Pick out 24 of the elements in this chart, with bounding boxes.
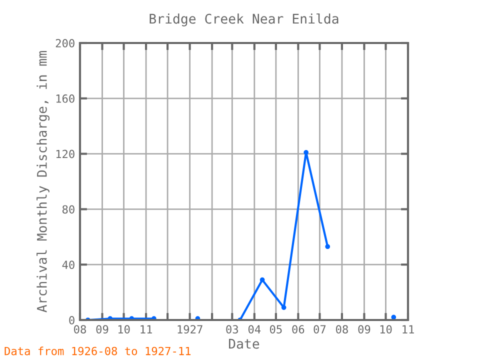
y-axis-title: Archival Monthly Discharge, in mm <box>36 51 50 312</box>
x-tick-label: 08 <box>74 325 86 334</box>
x-tick-label: 08 <box>336 325 348 334</box>
x-tick-label: 07 <box>314 325 326 334</box>
y-tick-label: 200 <box>56 39 74 48</box>
x-tick-label: 10 <box>118 325 130 334</box>
x-tick-label: 04 <box>248 325 261 334</box>
text: Data from 1926-08 to 1927-11 <box>4 346 191 356</box>
x-tick-label: 09 <box>358 325 370 334</box>
x-tick-label: 05 <box>270 325 282 334</box>
y-tick-label: 40 <box>62 260 74 270</box>
y-tick-label: 120 <box>56 150 74 158</box>
x-axis-title: Date <box>228 338 260 349</box>
x-tick-label: 10 <box>380 325 392 334</box>
x-tick-label: 1927 <box>178 325 202 334</box>
y-tick-label: 160 <box>56 94 74 103</box>
x-tick-label: 03 <box>226 325 238 334</box>
y-tick-label: 80 <box>62 205 74 214</box>
chart-title: Bridge Creek Near Enilda <box>150 13 338 26</box>
x-tick-label: 06 <box>292 325 304 334</box>
x-tick-label: 11 <box>140 325 152 334</box>
x-tick-label: 11 <box>402 325 414 334</box>
y-tick-label: 0 <box>69 316 74 324</box>
x-tick-label: 09 <box>96 325 108 334</box>
